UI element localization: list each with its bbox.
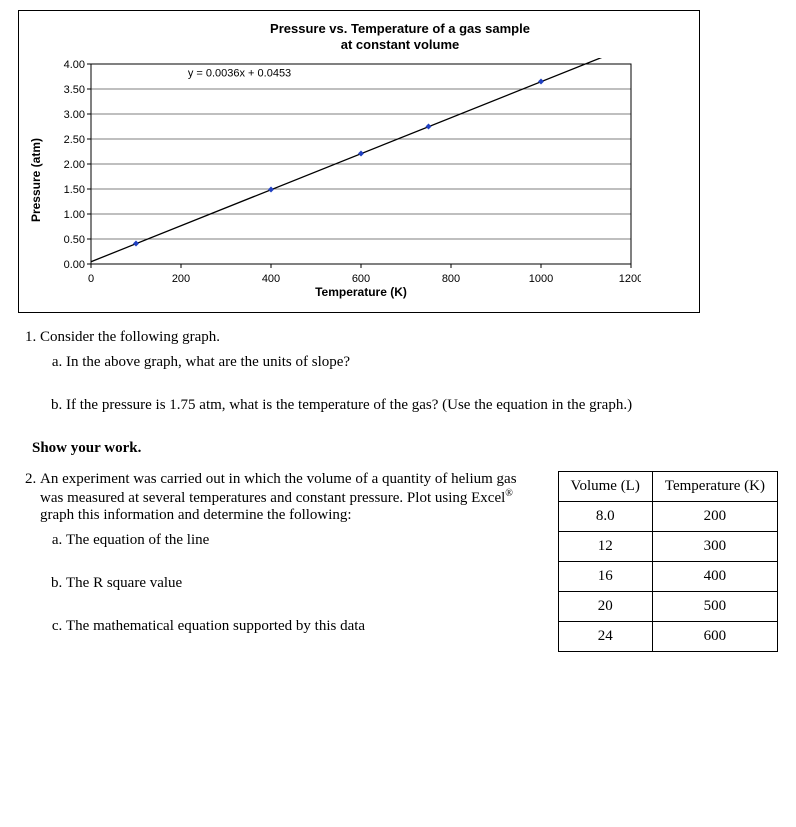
- svg-text:Temperature (K): Temperature (K): [315, 285, 407, 299]
- q1-lead: Consider the following graph.: [40, 329, 220, 345]
- svg-text:400: 400: [262, 273, 280, 285]
- table-row: 8.0200: [558, 502, 777, 532]
- table-header: Volume (L): [558, 472, 652, 502]
- table-cell: 16: [558, 562, 652, 592]
- question-2: An experiment was carried out in which t…: [40, 471, 778, 652]
- svg-text:3.50: 3.50: [64, 84, 85, 96]
- show-work: Show your work.: [32, 440, 778, 457]
- svg-text:2.50: 2.50: [64, 134, 85, 146]
- chart-container: Pressure vs. Temperature of a gas sample…: [18, 10, 700, 313]
- svg-text:0.00: 0.00: [64, 259, 85, 271]
- question-list: Consider the following graph. In the abo…: [18, 329, 778, 414]
- q2-c: The mathematical equation supported by t…: [66, 618, 540, 635]
- svg-text:0.50: 0.50: [64, 234, 85, 246]
- chart-title-line1: Pressure vs. Temperature of a gas sample: [270, 21, 530, 36]
- svg-text:800: 800: [442, 273, 460, 285]
- y-axis-label: Pressure (atm): [29, 138, 43, 222]
- svg-text:0: 0: [88, 273, 94, 285]
- svg-text:y = 0.0036x + 0.0453: y = 0.0036x + 0.0453: [188, 68, 291, 80]
- table-cell: 200: [652, 502, 777, 532]
- table-cell: 500: [652, 592, 777, 622]
- table-row: 16400: [558, 562, 777, 592]
- chart-plot: 0.00 0.50 1.00 1.50 2.00 2.50 3.00 3.50 4.00 0 200…: [49, 58, 641, 302]
- chart-title: Pressure vs. Temperature of a gas sample…: [111, 21, 689, 52]
- table-cell: 24: [558, 622, 652, 652]
- q2-b: The R square value: [66, 575, 540, 592]
- q2-a: The equation of the line: [66, 532, 540, 549]
- svg-text:3.00: 3.00: [64, 109, 85, 121]
- svg-text:4.00: 4.00: [64, 59, 85, 71]
- table-row: 24600: [558, 622, 777, 652]
- svg-text:1.00: 1.00: [64, 209, 85, 221]
- question-list-2: An experiment was carried out in which t…: [18, 471, 778, 652]
- svg-text:600: 600: [352, 273, 370, 285]
- svg-text:1200: 1200: [619, 273, 641, 285]
- question-1: Consider the following graph. In the abo…: [40, 329, 778, 414]
- table-row: 12300: [558, 532, 777, 562]
- svg-text:200: 200: [172, 273, 190, 285]
- table-cell: 300: [652, 532, 777, 562]
- table-row: 20500: [558, 592, 777, 622]
- table-cell: 12: [558, 532, 652, 562]
- table-cell: 8.0: [558, 502, 652, 532]
- table-cell: 20: [558, 592, 652, 622]
- q1-a: In the above graph, what are the units o…: [66, 354, 778, 371]
- q2-body: An experiment was carried out in which t…: [40, 471, 517, 523]
- svg-text:1.50: 1.50: [64, 184, 85, 196]
- chart-title-line2: at constant volume: [341, 37, 459, 52]
- table-cell: 400: [652, 562, 777, 592]
- svg-text:2.00: 2.00: [64, 159, 85, 171]
- table-cell: 600: [652, 622, 777, 652]
- table-header: Temperature (K): [652, 472, 777, 502]
- data-table: Volume (L)Temperature (K) 8.020012300164…: [558, 471, 778, 652]
- q1-b: If the pressure is 1.75 atm, what is the…: [66, 397, 778, 414]
- svg-text:1000: 1000: [529, 273, 553, 285]
